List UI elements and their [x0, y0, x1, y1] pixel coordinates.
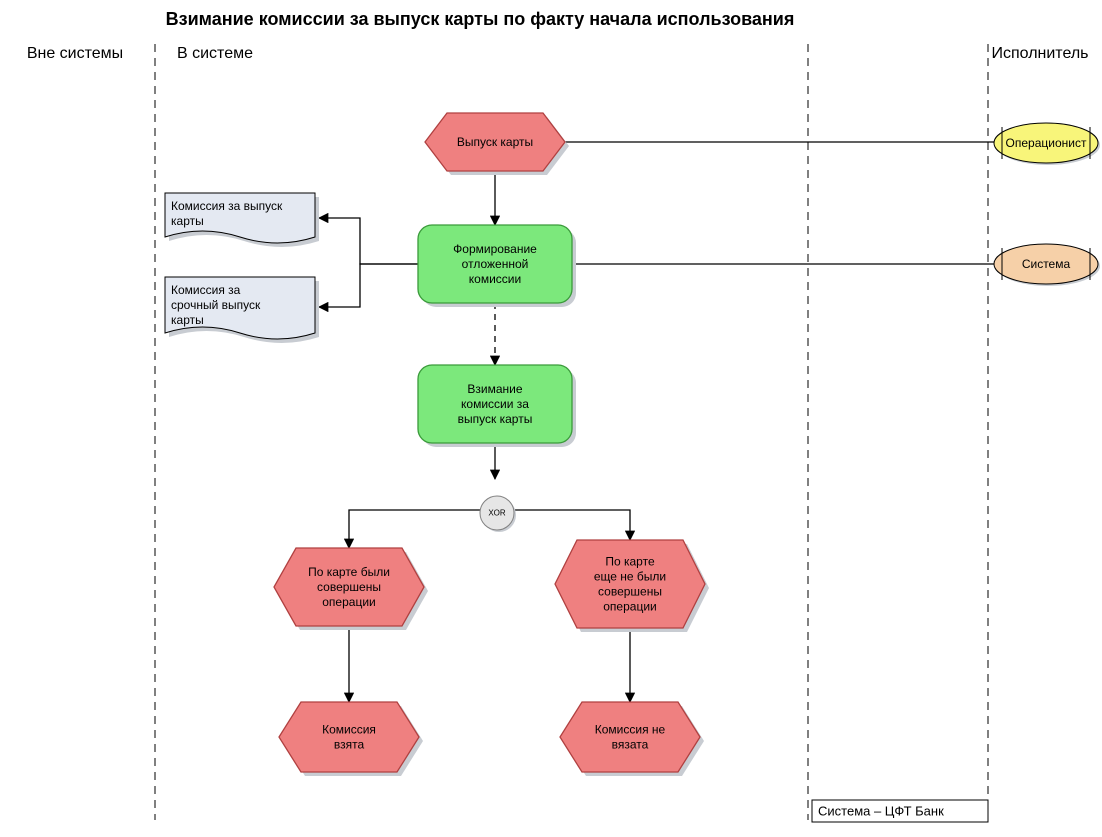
- edge-e_form_doc1: [319, 218, 418, 264]
- node-label: Формирование: [453, 242, 537, 256]
- node-fn_take: Взиманиекомиссии завыпуск карты: [418, 365, 576, 447]
- node-label: Комиссия не: [595, 723, 666, 737]
- node-label: Взимание: [467, 382, 522, 396]
- node-act1: Операционист: [994, 123, 1100, 165]
- nodes-layer: Выпуск картыФормированиеотложеннойкомисс…: [165, 113, 1100, 776]
- node-doc1: Комиссия за выпусккарты: [165, 193, 319, 247]
- node-label: Комиссия за выпуск: [171, 199, 283, 213]
- node-label: Выпуск карты: [457, 135, 533, 149]
- node-label: отложенной: [462, 257, 529, 271]
- node-label: По карте были: [308, 565, 390, 579]
- node-label: совершены: [317, 580, 381, 594]
- lane-header-inside: В системе: [177, 45, 253, 62]
- node-ev_nottaken: Комиссия невязата: [560, 702, 704, 776]
- node-label: Операционист: [1006, 136, 1087, 150]
- node-label: комиссии: [469, 272, 521, 286]
- edge-e_xor_right: [512, 510, 630, 540]
- diagram-title: Взимание комиссии за выпуск карты по фак…: [166, 9, 795, 29]
- node-label: срочный выпуск: [171, 298, 261, 312]
- node-label: вязата: [612, 738, 649, 752]
- node-act2: Система: [994, 244, 1100, 286]
- node-label: операции: [603, 600, 656, 614]
- edge-e_form_doc2: [319, 264, 418, 307]
- node-label: Система: [1022, 257, 1071, 271]
- lane-header-outside: Вне системы: [27, 45, 123, 62]
- node-doc2: Комиссия засрочный выпусккарты: [165, 277, 319, 343]
- node-label: взята: [334, 738, 365, 752]
- lane-header-actor: Исполнитель: [991, 45, 1088, 62]
- node-label: Комиссия: [322, 723, 376, 737]
- node-ev_notdone: По картееще не былисовершеныоперации: [555, 540, 709, 632]
- node-ev_taken: Комиссиявзята: [279, 702, 423, 776]
- node-label: совершены: [598, 585, 662, 599]
- node-label: карты: [171, 214, 204, 228]
- node-label: комиссии за: [461, 397, 529, 411]
- node-ev_done: По карте былисовершеныоперации: [274, 548, 428, 630]
- node-label: Комиссия за: [171, 283, 241, 297]
- node-label: По карте: [605, 555, 655, 569]
- node-fn_form: Формированиеотложеннойкомиссии: [418, 225, 576, 307]
- node-label: карты: [171, 313, 204, 327]
- footer-label: Система – ЦФТ Банк: [818, 804, 944, 819]
- node-ev_start: Выпуск карты: [425, 113, 569, 175]
- node-xor: XOR: [480, 496, 516, 532]
- node-label: еще не были: [594, 570, 666, 584]
- node-label: операции: [322, 595, 375, 609]
- node-label: XOR: [488, 509, 506, 518]
- node-label: выпуск карты: [458, 412, 533, 426]
- edge-e_xor_left: [349, 510, 478, 548]
